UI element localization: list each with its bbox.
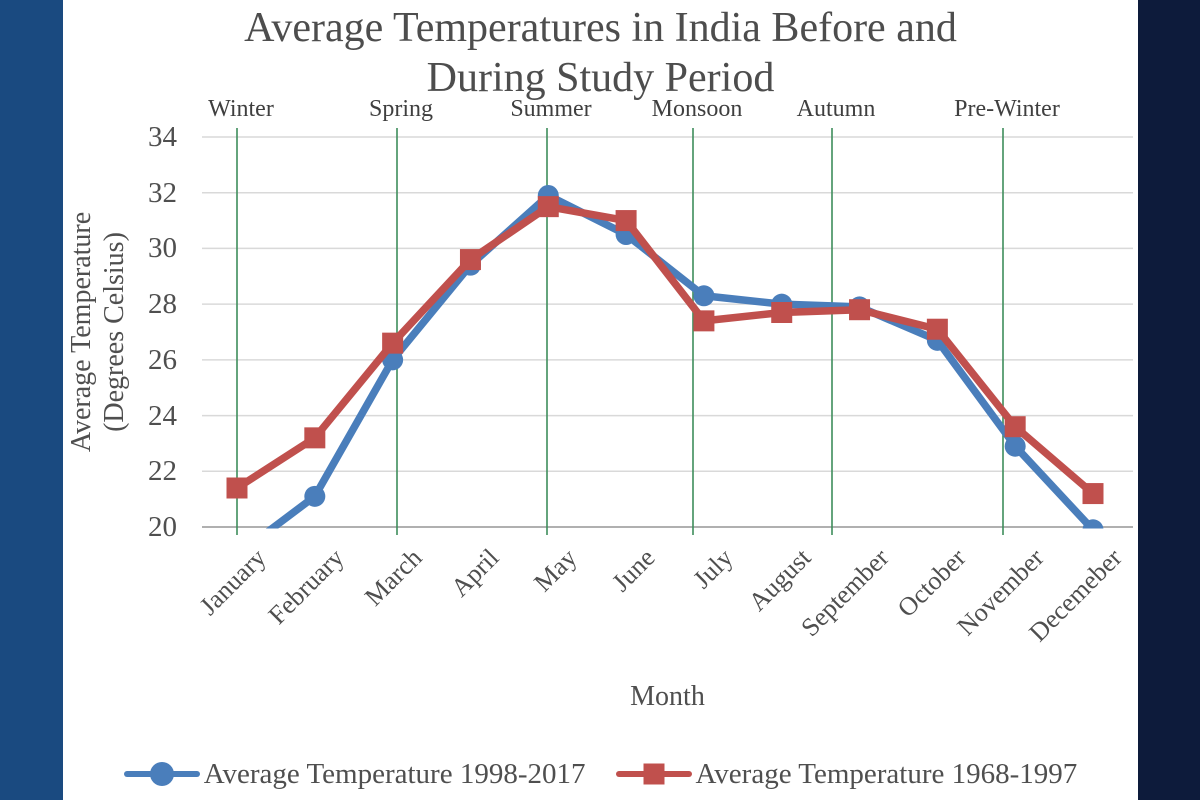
season-label-pre-winter: Pre-Winter xyxy=(954,96,1060,122)
chart-title-line1: Average Temperatures in India Before and xyxy=(244,5,957,51)
y-tick-label-28: 28 xyxy=(148,288,177,321)
y-tick-label-24: 24 xyxy=(148,399,177,432)
legend-line-square-icon xyxy=(615,761,692,787)
season-label-autumn: Autumn xyxy=(796,96,876,122)
chart-title: Average Temperatures in India Before and… xyxy=(63,3,1138,103)
legend-item-1968-1997: Average Temperature 1968-1997 xyxy=(615,758,1078,790)
right-sidebar-decoration xyxy=(1138,0,1200,800)
left-sidebar-decoration xyxy=(0,0,63,800)
season-label-spring: Spring xyxy=(368,96,433,122)
y-tick-label-32: 32 xyxy=(148,176,177,209)
x-axis-title: Month xyxy=(630,681,705,712)
y-tick-label-34: 34 xyxy=(148,121,177,153)
legend-line-circle-icon xyxy=(123,761,200,787)
y-tick-label-20: 20 xyxy=(148,511,177,543)
legend-item-1998-2017: Average Temperature 1998-2017 xyxy=(123,758,586,790)
chart-title-line2: During Study Period xyxy=(426,55,775,101)
season-label-monsoon: Monsoon xyxy=(651,96,743,122)
legend-label-1998-2017: Average Temperature 1998-2017 xyxy=(203,758,586,790)
y-tick-label-26: 26 xyxy=(148,343,177,376)
legend: Average Temperature 1998-2017 Average Te… xyxy=(63,758,1138,790)
y-tick-label-22: 22 xyxy=(148,455,177,488)
season-label-summer: Summer xyxy=(510,96,592,122)
season-label-winter: Winter xyxy=(208,96,274,122)
legend-label-1968-1997: Average Temperature 1968-1997 xyxy=(695,758,1078,790)
y-tick-label-30: 30 xyxy=(148,232,177,265)
